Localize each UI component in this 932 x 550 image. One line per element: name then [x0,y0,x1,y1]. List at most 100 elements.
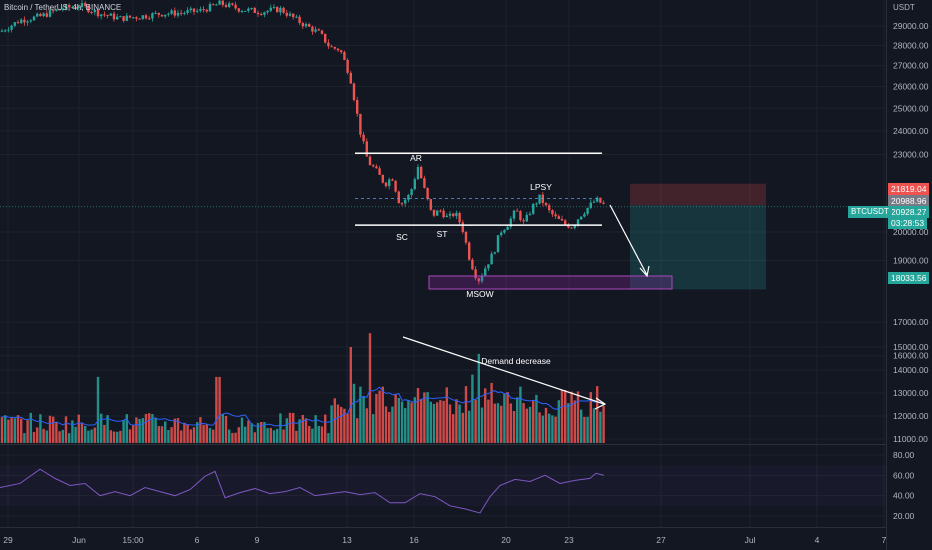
volume-bar [375,393,378,443]
candle-body [52,10,55,12]
candle-body [266,10,269,13]
candle-series[interactable] [0,0,605,285]
volume-bar [247,420,250,443]
candle-body [512,210,516,219]
candle-body [292,13,295,18]
candle-body [231,3,234,5]
label-lpsy: LPSY [530,182,552,192]
volume-bar [71,420,74,443]
price-tick-label: 26000.00 [893,82,929,92]
candle-body [247,8,250,11]
price-tick-label: 12000.00 [893,411,929,421]
volume-bar [96,376,100,443]
label-demand-decrease: Demand decrease [481,356,551,366]
candle-body [176,12,180,16]
volume-bar [532,401,535,443]
candle-body [39,13,42,17]
volume-bar [583,416,586,443]
volume-bar [474,399,477,443]
volume-bar [58,431,61,443]
candle-body [288,13,292,16]
volume-bar [48,415,52,443]
pane-separator-bottom[interactable] [0,527,886,528]
candle-body [586,207,589,214]
volume-bar [480,407,484,443]
volume-bar [276,428,279,443]
candle-body [448,213,452,216]
stop-price-tag: 21819.04 [888,183,930,195]
candle-body [544,202,548,206]
volume-bar [388,411,391,443]
price-tick-label: 19000.00 [893,255,929,265]
volume-bar [164,421,167,443]
volume-bar [442,400,445,443]
candle-body [202,9,205,11]
price-axis[interactable] [886,0,932,550]
candle-body [490,253,493,265]
candle-body [221,0,224,6]
volume-ma-line [1,386,604,428]
candle-body [519,211,522,221]
volume-bar [36,427,39,443]
candle-body [125,15,128,21]
annotation-labels: AR SC ST LPSY MSOW Demand decrease [396,153,552,366]
volume-bar [39,414,42,443]
candle-body [106,15,109,17]
candle-body [186,10,189,13]
candle-body [244,10,247,12]
volume-bar [189,429,192,443]
candle-body [224,5,228,7]
volume-bar [580,409,583,443]
price-tick-label: 14000.00 [893,365,929,375]
candle-body [308,24,311,27]
candle-body [349,72,352,84]
candle-body [64,4,68,10]
candle-body [196,10,199,12]
volume-bar [292,412,295,443]
candle-body [426,187,429,200]
volume-bar [416,388,420,443]
candle-body [77,7,80,9]
volume-bar [487,399,490,443]
candle-body [240,10,244,12]
volume-bar [432,403,436,443]
volume-bar [272,430,276,443]
candle-body [36,13,39,17]
candle-body [477,278,480,282]
volume-bar [500,405,503,443]
candle-body [336,48,340,51]
time-tick-label: 7 [882,535,887,545]
candle-body [592,201,596,203]
price-tick-label: 24000.00 [893,126,929,136]
drawing-layer[interactable] [0,152,886,410]
volume-bar [234,432,237,443]
candle-body [144,15,148,19]
volume-bar [128,429,132,443]
candle-body [452,213,455,217]
candle-body [29,20,32,22]
price-tick-label: 23000.00 [893,150,929,160]
candle-body [282,7,285,13]
volume-bar [458,404,461,443]
candle-body [173,10,176,16]
symbol-title[interactable]: Bitcoin / TetherUS, 4h, BINANCE [4,3,122,12]
volume-bar [304,418,308,443]
candle-body [215,4,218,6]
volume-bar [116,431,119,443]
price-tick-label: 11000.00 [893,434,928,444]
candle-body [298,16,301,24]
volume-bar [343,408,346,443]
candle-body [23,19,26,23]
candle-body [103,14,106,16]
candle-body [503,229,506,233]
candle-body [317,29,320,31]
volume-bar [340,406,343,443]
candle-body [378,168,381,175]
time-tick-label: 4 [815,535,820,545]
volume-bar [205,424,208,443]
volume-bar [327,433,330,443]
pane-separator-top[interactable] [0,444,886,445]
volume-bar [32,432,36,443]
